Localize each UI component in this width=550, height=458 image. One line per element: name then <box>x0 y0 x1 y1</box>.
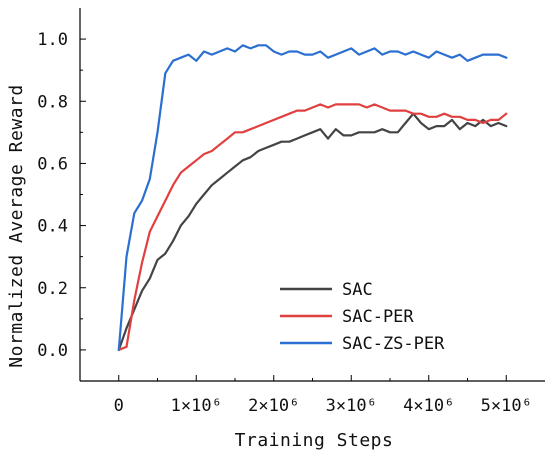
y-tick-label: 0.2 <box>37 279 68 299</box>
legend-label-sac-zs-per: SAC-ZS-PER <box>342 334 445 354</box>
y-tick-label: 1.0 <box>37 30 68 50</box>
x-axis-title: Training Steps <box>235 430 394 451</box>
y-tick-label: 0.8 <box>37 92 68 112</box>
series-lines <box>117 44 508 351</box>
x-tick-label: 1×10⁶ <box>171 396 222 416</box>
x-tick-label: 4×10⁶ <box>403 396 454 416</box>
legend: SAC SAC-PER SAC-ZS-PER <box>280 280 445 354</box>
legend-label-sac: SAC <box>342 280 373 300</box>
y-axis-title: Normalized Average Reward <box>6 84 27 367</box>
y-tick-label: 0.4 <box>37 217 68 237</box>
legend-label-sac-per: SAC-PER <box>342 307 414 327</box>
axes: 0.0 0.2 0.4 0.6 0.8 1.0 0 1×10⁶ 2×10⁶ 3×10⁶ 4×10⁶ 5… <box>37 8 545 416</box>
x-tick-label: 3×10⁶ <box>326 396 377 416</box>
series-line-sac <box>117 112 508 351</box>
x-tick-label: 5×10⁶ <box>481 396 532 416</box>
series-line-sac-per <box>117 103 508 351</box>
x-tick-label: 0 <box>114 396 124 416</box>
x-tick-label: 2×10⁶ <box>248 396 299 416</box>
series-line-sac-zs-per <box>117 44 508 351</box>
y-tick-label: 0.6 <box>37 154 68 174</box>
y-tick-label: 0.0 <box>37 341 68 361</box>
